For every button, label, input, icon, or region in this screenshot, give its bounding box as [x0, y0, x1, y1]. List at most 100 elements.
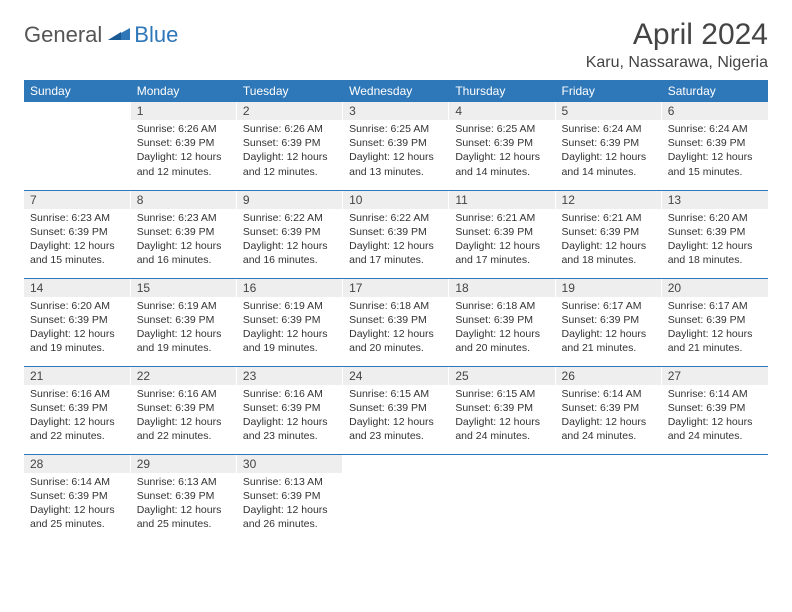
day-number: 1	[131, 102, 236, 120]
day-body: Sunrise: 6:25 AMSunset: 6:39 PMDaylight:…	[343, 120, 448, 183]
day-body: Sunrise: 6:21 AMSunset: 6:39 PMDaylight:…	[556, 209, 661, 272]
calendar-cell: 2Sunrise: 6:26 AMSunset: 6:39 PMDaylight…	[236, 102, 342, 190]
day-number: 15	[131, 279, 236, 297]
day-number: 18	[449, 279, 554, 297]
calendar-cell: 30Sunrise: 6:13 AMSunset: 6:39 PMDayligh…	[236, 454, 342, 542]
day-number: 11	[449, 191, 554, 209]
calendar-cell: 17Sunrise: 6:18 AMSunset: 6:39 PMDayligh…	[343, 278, 449, 366]
calendar-cell: 24Sunrise: 6:15 AMSunset: 6:39 PMDayligh…	[343, 366, 449, 454]
logo-mark-icon	[108, 24, 130, 47]
day-body: Sunrise: 6:13 AMSunset: 6:39 PMDaylight:…	[237, 473, 342, 536]
logo-text-general: General	[24, 22, 102, 48]
calendar-cell: 1Sunrise: 6:26 AMSunset: 6:39 PMDaylight…	[130, 102, 236, 190]
calendar-cell: 28Sunrise: 6:14 AMSunset: 6:39 PMDayligh…	[24, 454, 130, 542]
day-number: 9	[237, 191, 342, 209]
day-body: Sunrise: 6:18 AMSunset: 6:39 PMDaylight:…	[449, 297, 554, 360]
day-body: Sunrise: 6:14 AMSunset: 6:39 PMDaylight:…	[662, 385, 768, 448]
calendar-cell: 20Sunrise: 6:17 AMSunset: 6:39 PMDayligh…	[661, 278, 767, 366]
weekday-header: Monday	[130, 80, 236, 102]
day-number: 6	[662, 102, 768, 120]
day-number: 10	[343, 191, 448, 209]
day-number: 2	[237, 102, 342, 120]
day-number: 4	[449, 102, 554, 120]
day-number: 19	[556, 279, 661, 297]
calendar-cell: 16Sunrise: 6:19 AMSunset: 6:39 PMDayligh…	[236, 278, 342, 366]
calendar-cell: 14Sunrise: 6:20 AMSunset: 6:39 PMDayligh…	[24, 278, 130, 366]
day-body: Sunrise: 6:15 AMSunset: 6:39 PMDaylight:…	[343, 385, 448, 448]
day-number: 23	[237, 367, 342, 385]
day-number: 27	[662, 367, 768, 385]
day-body: Sunrise: 6:21 AMSunset: 6:39 PMDaylight:…	[449, 209, 554, 272]
page-title: April 2024	[586, 18, 768, 52]
day-body: Sunrise: 6:22 AMSunset: 6:39 PMDaylight:…	[237, 209, 342, 272]
calendar-cell: 29Sunrise: 6:13 AMSunset: 6:39 PMDayligh…	[130, 454, 236, 542]
title-block: April 2024 Karu, Nassarawa, Nigeria	[586, 18, 768, 72]
day-body: Sunrise: 6:14 AMSunset: 6:39 PMDaylight:…	[556, 385, 661, 448]
day-body: Sunrise: 6:16 AMSunset: 6:39 PMDaylight:…	[24, 385, 130, 448]
day-body: Sunrise: 6:17 AMSunset: 6:39 PMDaylight:…	[556, 297, 661, 360]
calendar-cell: 0	[661, 454, 767, 542]
day-number: 24	[343, 367, 448, 385]
calendar-header-row: SundayMondayTuesdayWednesdayThursdayFrid…	[24, 80, 768, 102]
calendar-cell: 23Sunrise: 6:16 AMSunset: 6:39 PMDayligh…	[236, 366, 342, 454]
day-number: 16	[237, 279, 342, 297]
day-number: 28	[24, 455, 130, 473]
calendar-cell: 8Sunrise: 6:23 AMSunset: 6:39 PMDaylight…	[130, 190, 236, 278]
day-number: 21	[24, 367, 130, 385]
day-number: 20	[662, 279, 768, 297]
calendar-cell: 0	[343, 454, 449, 542]
weekday-header: Thursday	[449, 80, 555, 102]
weekday-header: Wednesday	[343, 80, 449, 102]
calendar-cell: 25Sunrise: 6:15 AMSunset: 6:39 PMDayligh…	[449, 366, 555, 454]
day-number: 5	[556, 102, 661, 120]
weekday-header: Tuesday	[236, 80, 342, 102]
calendar-cell: 15Sunrise: 6:19 AMSunset: 6:39 PMDayligh…	[130, 278, 236, 366]
weekday-header: Friday	[555, 80, 661, 102]
logo-text-blue: Blue	[134, 22, 178, 48]
calendar-cell: 3Sunrise: 6:25 AMSunset: 6:39 PMDaylight…	[343, 102, 449, 190]
calendar-cell: 12Sunrise: 6:21 AMSunset: 6:39 PMDayligh…	[555, 190, 661, 278]
day-number: 26	[556, 367, 661, 385]
calendar-cell: 22Sunrise: 6:16 AMSunset: 6:39 PMDayligh…	[130, 366, 236, 454]
calendar-cell: 0	[24, 102, 130, 190]
day-body: Sunrise: 6:18 AMSunset: 6:39 PMDaylight:…	[343, 297, 448, 360]
day-number: 29	[131, 455, 236, 473]
weekday-header: Sunday	[24, 80, 130, 102]
day-body: Sunrise: 6:24 AMSunset: 6:39 PMDaylight:…	[556, 120, 661, 183]
day-number: 30	[237, 455, 342, 473]
day-number: 8	[131, 191, 236, 209]
day-body: Sunrise: 6:26 AMSunset: 6:39 PMDaylight:…	[131, 120, 236, 183]
day-number: 7	[24, 191, 130, 209]
calendar-cell: 26Sunrise: 6:14 AMSunset: 6:39 PMDayligh…	[555, 366, 661, 454]
calendar-cell: 21Sunrise: 6:16 AMSunset: 6:39 PMDayligh…	[24, 366, 130, 454]
calendar-cell: 18Sunrise: 6:18 AMSunset: 6:39 PMDayligh…	[449, 278, 555, 366]
day-body: Sunrise: 6:19 AMSunset: 6:39 PMDaylight:…	[237, 297, 342, 360]
calendar-cell: 19Sunrise: 6:17 AMSunset: 6:39 PMDayligh…	[555, 278, 661, 366]
day-number: 22	[131, 367, 236, 385]
calendar-cell: 0	[555, 454, 661, 542]
day-body: Sunrise: 6:15 AMSunset: 6:39 PMDaylight:…	[449, 385, 554, 448]
calendar-table: SundayMondayTuesdayWednesdayThursdayFrid…	[24, 80, 768, 542]
day-number: 14	[24, 279, 130, 297]
day-body: Sunrise: 6:16 AMSunset: 6:39 PMDaylight:…	[131, 385, 236, 448]
day-body: Sunrise: 6:26 AMSunset: 6:39 PMDaylight:…	[237, 120, 342, 183]
day-body: Sunrise: 6:22 AMSunset: 6:39 PMDaylight:…	[343, 209, 448, 272]
location-subtitle: Karu, Nassarawa, Nigeria	[586, 54, 768, 72]
day-number: 17	[343, 279, 448, 297]
calendar-cell: 5Sunrise: 6:24 AMSunset: 6:39 PMDaylight…	[555, 102, 661, 190]
day-number: 3	[343, 102, 448, 120]
day-number: 25	[449, 367, 554, 385]
day-body: Sunrise: 6:20 AMSunset: 6:39 PMDaylight:…	[24, 297, 130, 360]
calendar-cell: 11Sunrise: 6:21 AMSunset: 6:39 PMDayligh…	[449, 190, 555, 278]
calendar-cell: 4Sunrise: 6:25 AMSunset: 6:39 PMDaylight…	[449, 102, 555, 190]
day-body: Sunrise: 6:23 AMSunset: 6:39 PMDaylight:…	[24, 209, 130, 272]
day-body: Sunrise: 6:14 AMSunset: 6:39 PMDaylight:…	[24, 473, 130, 536]
day-body: Sunrise: 6:19 AMSunset: 6:39 PMDaylight:…	[131, 297, 236, 360]
day-body: Sunrise: 6:25 AMSunset: 6:39 PMDaylight:…	[449, 120, 554, 183]
header: General Blue April 2024 Karu, Nassarawa,…	[24, 18, 768, 72]
day-number: 12	[556, 191, 661, 209]
weekday-header: Saturday	[661, 80, 767, 102]
day-body: Sunrise: 6:16 AMSunset: 6:39 PMDaylight:…	[237, 385, 342, 448]
calendar-cell: 0	[449, 454, 555, 542]
day-number: 13	[662, 191, 768, 209]
